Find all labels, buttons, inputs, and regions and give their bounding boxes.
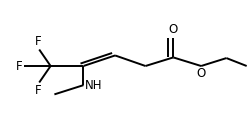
Text: F: F (16, 60, 23, 72)
Text: O: O (196, 67, 205, 80)
Text: F: F (35, 84, 41, 96)
Text: O: O (168, 23, 177, 36)
Text: F: F (35, 36, 41, 48)
Text: NH: NH (84, 79, 102, 92)
